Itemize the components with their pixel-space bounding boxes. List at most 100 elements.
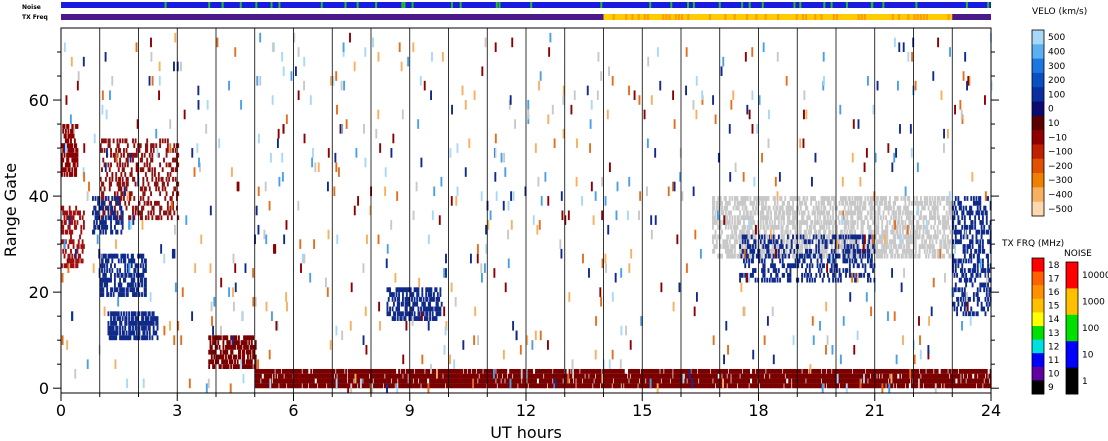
data-point <box>792 210 794 216</box>
data-point <box>828 210 831 216</box>
data-point <box>850 368 853 374</box>
data-point <box>585 378 588 384</box>
data-point <box>684 383 687 389</box>
data-point <box>440 301 443 307</box>
data-point <box>113 311 116 317</box>
data-point <box>908 248 911 254</box>
data-point <box>901 253 904 259</box>
data-point <box>429 292 432 297</box>
data-point <box>752 205 754 211</box>
data-point <box>576 383 579 389</box>
data-point <box>267 383 270 389</box>
data-point <box>582 368 585 374</box>
data-point <box>901 220 904 225</box>
data-point <box>761 244 763 249</box>
data-point <box>825 210 828 216</box>
data-point <box>440 378 443 384</box>
data-point <box>129 287 132 293</box>
data-point <box>923 239 926 245</box>
data-point <box>908 234 911 240</box>
data-point <box>728 196 731 201</box>
data-point <box>714 378 717 384</box>
data-point <box>696 373 699 379</box>
data-point <box>797 373 800 379</box>
data-point <box>887 205 890 211</box>
data-point <box>411 373 413 379</box>
data-point <box>792 224 794 230</box>
data-point <box>839 210 842 216</box>
data-point <box>967 368 970 374</box>
data-point <box>914 200 917 206</box>
data-point <box>646 373 649 379</box>
data-point <box>483 368 486 374</box>
data-point <box>944 234 947 240</box>
data-point <box>302 383 305 389</box>
data-point <box>146 143 149 149</box>
data-point <box>589 368 592 374</box>
data-point <box>876 248 878 254</box>
data-point <box>619 368 621 374</box>
data-point <box>225 344 227 350</box>
data-point <box>888 200 891 206</box>
data-point <box>392 378 395 384</box>
data-point <box>874 220 877 225</box>
data-point <box>684 368 687 374</box>
data-point <box>919 378 922 384</box>
data-point <box>758 258 761 264</box>
data-point <box>701 378 704 384</box>
data-point <box>764 205 767 211</box>
data-point <box>630 383 633 389</box>
data-point <box>634 378 637 384</box>
data-point <box>674 383 677 389</box>
data-point <box>843 205 846 211</box>
data-point <box>801 263 804 269</box>
data-point <box>825 220 828 225</box>
data-point <box>733 220 736 225</box>
data-point <box>910 200 913 206</box>
data-point <box>766 215 769 221</box>
data-point <box>750 253 753 259</box>
data-point <box>802 258 805 264</box>
data-point <box>882 229 885 235</box>
data-point <box>708 383 711 389</box>
data-point <box>792 263 794 269</box>
data-point <box>64 239 67 245</box>
data-point <box>670 373 673 379</box>
data-point <box>851 215 854 221</box>
data-point <box>712 210 714 216</box>
data-point <box>528 378 531 384</box>
data-point <box>367 378 370 384</box>
data-point <box>568 383 571 389</box>
data-point <box>652 373 655 379</box>
data-point <box>108 325 111 331</box>
data-point <box>121 287 124 293</box>
data-point <box>856 196 859 201</box>
data-point <box>776 368 779 374</box>
data-point <box>941 253 944 259</box>
data-point <box>138 148 141 153</box>
data-point <box>794 224 797 230</box>
data-point <box>75 143 78 149</box>
data-point <box>142 311 145 317</box>
data-point <box>101 292 103 297</box>
data-point <box>70 258 72 264</box>
data-point <box>150 200 153 206</box>
data-point <box>116 191 119 197</box>
data-point <box>116 311 119 317</box>
data-point <box>671 383 674 389</box>
data-point <box>926 244 929 249</box>
data-point <box>305 383 308 389</box>
data-point <box>245 340 248 345</box>
data-point <box>860 224 863 230</box>
data-point <box>833 373 836 379</box>
data-point <box>944 239 947 245</box>
data-point <box>637 368 639 374</box>
data-point <box>916 200 918 206</box>
data-point <box>542 383 545 389</box>
data-point <box>70 263 72 269</box>
data-point <box>842 383 845 389</box>
data-point <box>487 378 490 384</box>
data-point <box>829 368 832 374</box>
data-point <box>808 215 811 221</box>
data-point <box>686 368 689 374</box>
